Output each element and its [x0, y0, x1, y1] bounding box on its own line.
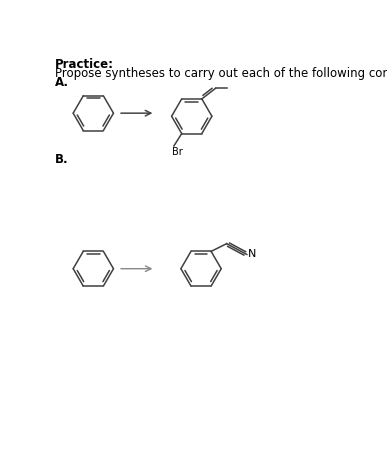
Text: N: N — [248, 249, 257, 259]
Text: B.: B. — [55, 153, 68, 166]
Text: Practice:: Practice: — [55, 58, 113, 71]
Text: A.: A. — [55, 76, 68, 89]
Text: Propose syntheses to carry out each of the following conversions.: Propose syntheses to carry out each of t… — [55, 67, 387, 80]
Text: Br: Br — [172, 147, 183, 157]
